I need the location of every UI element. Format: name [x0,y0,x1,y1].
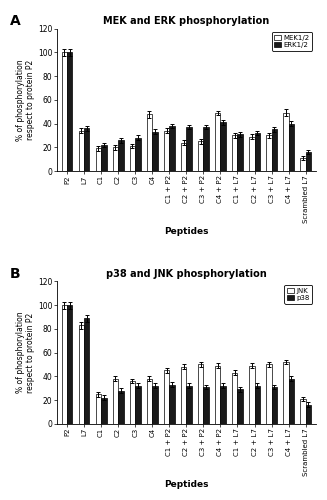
Bar [181,142,186,171]
Bar [271,387,277,424]
Bar [266,364,271,424]
Bar [266,136,271,171]
Bar [78,326,84,424]
Bar [101,398,107,424]
Text: A: A [10,14,21,28]
Bar [78,130,84,171]
Bar [118,390,124,424]
Bar [232,136,237,171]
X-axis label: Peptides: Peptides [164,227,209,236]
Bar [271,130,277,171]
Bar [237,390,243,424]
Bar [135,386,141,424]
X-axis label: Peptides: Peptides [164,480,209,489]
Bar [283,113,289,171]
Title: MEK and ERK phosphorylation: MEK and ERK phosphorylation [103,16,269,26]
Bar [164,130,169,171]
Bar [118,140,124,171]
Bar [169,126,175,171]
Bar [289,378,294,424]
Bar [147,114,152,171]
Legend: MEK1/2, ERK1/2: MEK1/2, ERK1/2 [272,32,312,51]
Bar [130,146,135,171]
Bar [113,378,118,424]
Bar [215,366,220,424]
Bar [113,148,118,171]
Bar [67,305,72,424]
Bar [306,405,311,424]
Bar [152,386,158,424]
Bar [249,366,254,424]
Bar [254,133,260,171]
Bar [181,367,186,424]
Bar [289,124,294,171]
Bar [147,378,152,424]
Bar [67,52,72,171]
Bar [101,145,107,171]
Bar [220,122,226,171]
Bar [254,386,260,424]
Bar [95,394,101,424]
Bar [61,52,67,171]
Bar [306,152,311,171]
Bar [232,373,237,424]
Y-axis label: % of phosphorylation
respect to protein P2: % of phosphorylation respect to protein … [16,312,35,394]
Bar [237,134,243,171]
Bar [220,386,226,424]
Text: B: B [10,267,21,281]
Bar [283,362,289,424]
Bar [198,364,203,424]
Title: p38 and JNK phosphorylation: p38 and JNK phosphorylation [106,269,267,279]
Bar [249,136,254,171]
Bar [186,127,192,171]
Bar [61,305,67,424]
Bar [84,318,90,424]
Bar [203,387,209,424]
Bar [186,386,192,424]
Bar [203,127,209,171]
Y-axis label: % of phosphorylation
respect to protein P2: % of phosphorylation respect to protein … [16,59,35,140]
Bar [215,113,220,171]
Bar [130,381,135,424]
Bar [152,132,158,171]
Bar [169,384,175,424]
Bar [84,128,90,171]
Legend: JNK, p38: JNK, p38 [284,285,312,304]
Bar [135,138,141,171]
Bar [95,148,101,171]
Bar [198,142,203,171]
Bar [164,370,169,424]
Bar [300,399,306,424]
Bar [300,158,306,171]
